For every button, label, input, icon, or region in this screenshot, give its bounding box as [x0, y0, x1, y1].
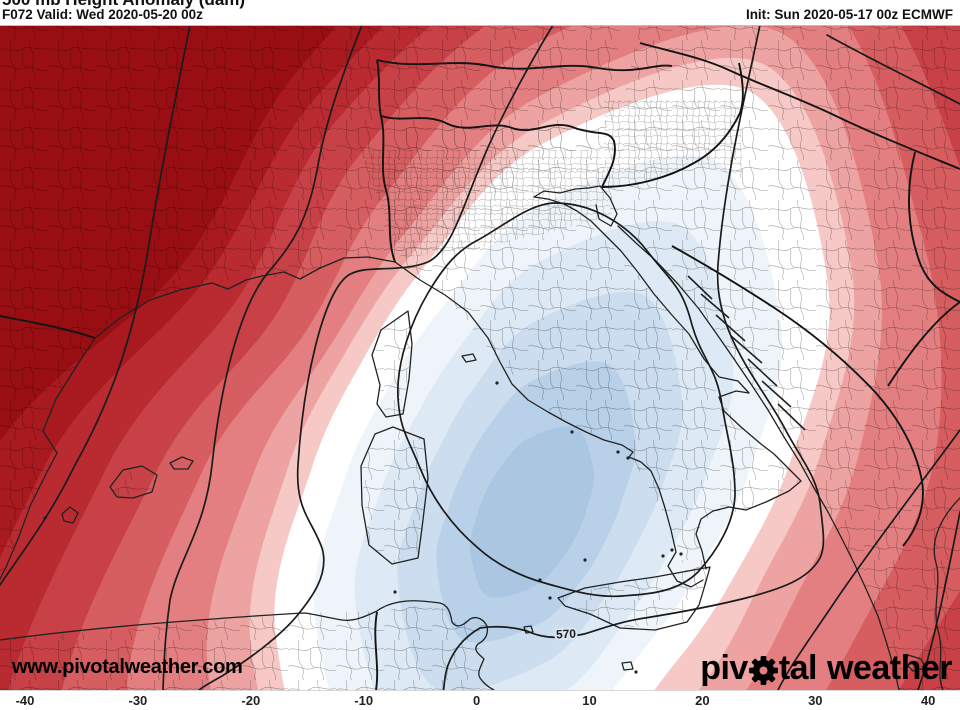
height-contour: [777, 429, 960, 690]
island-dot: [393, 590, 397, 594]
country-border: [887, 301, 960, 387]
island-dot: [679, 552, 683, 556]
country-border: [374, 611, 379, 690]
anomaly-map: 570: [0, 25, 960, 690]
header-bar: 500 mb Height Anomaly (dam) F072 Valid: …: [0, 0, 960, 26]
height-contour: [0, 25, 191, 586]
island-outline: [557, 566, 711, 631]
island-outline: [461, 353, 477, 363]
blue-band: [470, 426, 594, 598]
island-outline: [169, 456, 194, 470]
gear-icon: [748, 656, 778, 685]
admin-texture-region: [372, 311, 412, 417]
island-outline: [621, 661, 634, 671]
island-dot: [495, 381, 499, 385]
admin-texture-region: [110, 470, 157, 497]
height-contour: [162, 25, 363, 690]
island-dot: [548, 596, 552, 600]
island-stroke: [687, 275, 713, 300]
country-border: [376, 59, 673, 72]
colorbar-tick: 30: [808, 693, 823, 708]
colorbar-tick: 10: [582, 693, 597, 708]
height-contour: [826, 34, 960, 105]
dense-admin-texture-region: [604, 100, 742, 187]
island-outline: [904, 654, 926, 672]
page-title: 500 mb Height Anomaly (dam): [2, 0, 245, 10]
country-border: [639, 42, 960, 170]
island-dot: [616, 450, 620, 454]
island-outline: [61, 506, 79, 524]
colorbar-tick: -20: [241, 693, 261, 708]
height-contour: [442, 25, 825, 690]
admin-texture-region: [361, 427, 428, 564]
island-dot: [670, 548, 674, 552]
island-stroke: [715, 314, 746, 342]
admin-borders-texture: [0, 25, 960, 690]
island-stroke: [747, 358, 778, 387]
coastline: [0, 600, 495, 690]
height-contours-layer: [0, 25, 960, 690]
contour-label: 570: [556, 626, 577, 641]
island-dot: [583, 558, 587, 562]
island-dot: [570, 430, 574, 434]
country-border: [601, 62, 744, 188]
coastlines-layer: [0, 185, 960, 690]
dalmatian-islands: [687, 275, 806, 431]
pivotal-weather-logo: piv tal weather: [700, 649, 952, 688]
init-time-label: Init: Sun 2020-05-17 00z ECMWF: [745, 7, 953, 22]
colorbar-tick: -40: [15, 693, 35, 708]
country-border: [376, 59, 396, 263]
small-islands: [43, 381, 683, 674]
admin-texture-region: [0, 25, 620, 338]
admin-texture-region: [0, 318, 95, 579]
island-dot: [626, 456, 630, 460]
island-stroke: [700, 293, 730, 319]
country-borders-layer: [0, 42, 960, 690]
coastline: [617, 225, 900, 690]
island-stroke: [777, 403, 806, 431]
island-stroke: [730, 335, 763, 364]
coastline: [0, 337, 96, 580]
island-outline: [371, 310, 413, 418]
colorbar-tick: -10: [354, 693, 374, 708]
country-border: [908, 151, 960, 303]
island-dot: [661, 554, 665, 558]
valid-time-label: F072 Valid: Wed 2020-05-20 00z: [2, 7, 203, 22]
logo-text-piv: piv: [700, 649, 748, 687]
colorbar-tick: 20: [695, 693, 710, 708]
coastline: [933, 497, 960, 690]
height-contour: [917, 511, 960, 690]
colorbar-scale: -40 -30 -20 -10 0 10 20 30 40: [0, 690, 960, 710]
colorbar-tick: 0: [472, 693, 481, 708]
colorbar-tick: 40: [920, 693, 936, 708]
island-outline: [360, 426, 429, 565]
map-area: 570: [0, 25, 960, 690]
coastline: [533, 185, 802, 570]
colorbar-tick: -30: [128, 693, 148, 708]
island-dot: [634, 670, 638, 674]
country-border: [0, 315, 96, 339]
island-outline: [109, 465, 158, 499]
logo-text-tal: tal: [778, 649, 818, 687]
dense-admin-texture-region: [360, 150, 612, 258]
coastline: [94, 256, 704, 588]
logo-text-weather: weather: [827, 649, 953, 687]
watermark-text: www.pivotalweather.com: [12, 656, 243, 678]
country-border: [380, 115, 616, 188]
island-stroke: [761, 380, 792, 408]
admin-texture-region: [0, 603, 494, 690]
country-border: [671, 245, 924, 547]
height-contour: [197, 25, 554, 690]
height-contour: [397, 202, 736, 598]
admin-texture-region: [600, 25, 960, 690]
